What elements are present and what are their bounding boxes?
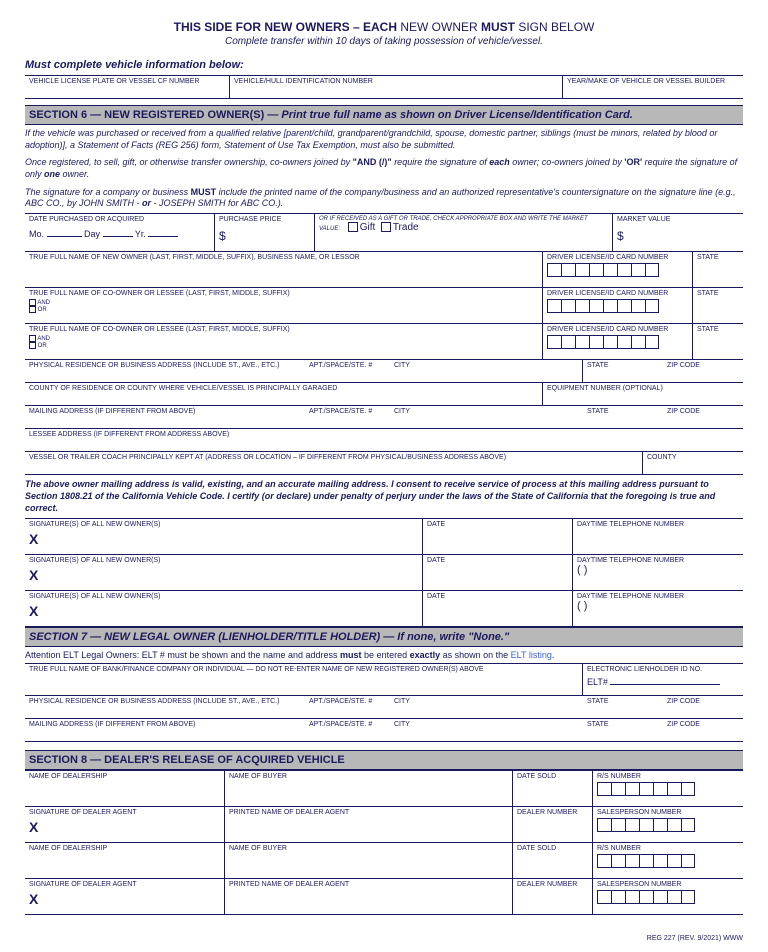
- phys-addr-field[interactable]: PHYSICAL RESIDENCE OR BUSINESS ADDRESS (…: [25, 360, 305, 382]
- mail-state-field[interactable]: STATE: [583, 406, 663, 428]
- dealer2-buyer-field[interactable]: NAME OF BUYER: [225, 843, 513, 878]
- section7-header: SECTION 7 — NEW LEGAL OWNER (LIENHOLDER/…: [25, 627, 743, 647]
- sec6-instr1: If the vehicle was purchased or received…: [25, 125, 743, 154]
- hull-field[interactable]: VEHICLE/HULL IDENTIFICATION NUMBER: [230, 76, 563, 98]
- section8-header: SECTION 8 — DEALER'S RELEASE OF ACQUIRED…: [25, 750, 743, 770]
- and-checkbox-2[interactable]: [29, 335, 36, 342]
- dealer2-sig-field[interactable]: SIGNATURE OF DEALER AGENTX: [25, 879, 225, 914]
- sec7-mail-field[interactable]: MAILING ADDRESS (IF DIFFERENT FROM ABOVE…: [25, 719, 305, 741]
- coowner2-state-field[interactable]: STATE: [693, 324, 743, 359]
- sec6-instr3: The signature for a company or business …: [25, 184, 743, 213]
- phys-state-field[interactable]: STATE: [583, 360, 663, 382]
- plate-field[interactable]: VEHICLE LICENSE PLATE OR VESSEL CF NUMBE…: [25, 76, 230, 98]
- sig2-field[interactable]: SIGNATURE(S) OF ALL NEW OWNER(S)X: [25, 555, 423, 590]
- mail-city-field[interactable]: CITY: [390, 406, 583, 428]
- title-left: THIS SIDE FOR NEW OWNERS – EACH: [174, 20, 397, 34]
- dealer1-rs-field[interactable]: R/S NUMBER: [593, 771, 743, 806]
- market-value-field[interactable]: MARKET VALUE $: [613, 214, 743, 251]
- section6-header: SECTION 6 — NEW REGISTERED OWNER(S) — Pr…: [25, 105, 743, 125]
- dealer1-printed-field[interactable]: PRINTED NAME OF DEALER AGENT: [225, 807, 513, 842]
- sec7-zip-field[interactable]: ZIP CODE: [663, 696, 743, 718]
- owner1-name-field[interactable]: TRUE FULL NAME OF NEW OWNER (LAST, FIRST…: [25, 252, 543, 287]
- dealer1-num-field[interactable]: DEALER NUMBER: [513, 807, 593, 842]
- phys-apt-field[interactable]: APT./SPACE/STE. #: [305, 360, 390, 382]
- dealer2-num-field[interactable]: DEALER NUMBER: [513, 879, 593, 914]
- mail-apt-field[interactable]: APT./SPACE/STE. #: [305, 406, 390, 428]
- sig1-field[interactable]: SIGNATURE(S) OF ALL NEW OWNER(S)X: [25, 519, 423, 554]
- trailer-county-field[interactable]: COUNTY: [643, 452, 743, 474]
- owner1-state-field[interactable]: STATE: [693, 252, 743, 287]
- dealer2-datesold-field[interactable]: DATE SOLD: [513, 843, 593, 878]
- dealer1-buyer-field[interactable]: NAME OF BUYER: [225, 771, 513, 806]
- date-acquired-field[interactable]: DATE PURCHASED OR ACQUIRED Mo. Day Yr.: [25, 214, 215, 251]
- sec7-mail-city-field[interactable]: CITY: [390, 719, 583, 741]
- mail-zip-field[interactable]: ZIP CODE: [663, 406, 743, 428]
- dealer1-sig-field[interactable]: SIGNATURE OF DEALER AGENTX: [25, 807, 225, 842]
- sig2-date-field[interactable]: DATE: [423, 555, 573, 590]
- sec7-mail-apt-field[interactable]: APT./SPACE/STE. #: [305, 719, 390, 741]
- form-footer: REG 227 (REV. 9/2021) WWW: [25, 935, 743, 942]
- sec7-city-field[interactable]: CITY: [390, 696, 583, 718]
- sig1-date-field[interactable]: DATE: [423, 519, 573, 554]
- or-checkbox-2[interactable]: [29, 342, 36, 349]
- page-title: THIS SIDE FOR NEW OWNERS – EACH NEW OWNE…: [25, 20, 743, 34]
- and-checkbox-1[interactable]: [29, 299, 36, 306]
- sig2-phone-field[interactable]: DAYTIME TELEPHONE NUMBER( ): [573, 555, 743, 590]
- bank-name-field[interactable]: TRUE FULL NAME OF BANK/FINANCE COMPANY O…: [25, 664, 583, 695]
- sec6-instr2: Once registered, to sell, gift, or other…: [25, 154, 743, 183]
- coowner1-field[interactable]: TRUE FULL NAME OF CO-OWNER OR LESSEE (LA…: [25, 288, 543, 323]
- lessee-addr-field[interactable]: LESSEE ADDRESS (IF DIFFERENT FROM ADDRES…: [25, 429, 743, 451]
- consent-text: The above owner mailing address is valid…: [25, 475, 743, 518]
- owner1-dl-field[interactable]: DRIVER LICENSE/ID CARD NUMBER: [543, 252, 693, 287]
- sec7-state-field[interactable]: STATE: [583, 696, 663, 718]
- trade-checkbox[interactable]: [381, 222, 391, 232]
- sig1-phone-field[interactable]: DAYTIME TELEPHONE NUMBER: [573, 519, 743, 554]
- coowner1-state-field[interactable]: STATE: [693, 288, 743, 323]
- sig3-phone-field[interactable]: DAYTIME TELEPHONE NUMBER( ): [573, 591, 743, 626]
- coowner1-dl-field[interactable]: DRIVER LICENSE/ID CARD NUMBER: [543, 288, 693, 323]
- dealer1-datesold-field[interactable]: DATE SOLD: [513, 771, 593, 806]
- gift-trade-field[interactable]: OR IF RECEIVED AS A GIFT OR TRADE, CHECK…: [315, 214, 613, 251]
- elt-field[interactable]: ELECTRONIC LIENHOLDER ID NO. ELT#: [583, 664, 743, 695]
- equipment-field[interactable]: EQUIPMENT NUMBER (OPTIONAL): [543, 383, 743, 405]
- header-subtitle: Complete transfer within 10 days of taki…: [25, 36, 743, 47]
- gift-checkbox[interactable]: [348, 222, 358, 232]
- dealer1-name-field[interactable]: NAME OF DEALERSHIP: [25, 771, 225, 806]
- title-right: SIGN BELOW: [515, 20, 594, 34]
- phys-zip-field[interactable]: ZIP CODE: [663, 360, 743, 382]
- coowner2-field[interactable]: TRUE FULL NAME OF CO-OWNER OR LESSEE (LA…: [25, 324, 543, 359]
- sec7-phys-field[interactable]: PHYSICAL RESIDENCE OR BUSINESS ADDRESS (…: [25, 696, 305, 718]
- sec7-mail-zip-field[interactable]: ZIP CODE: [663, 719, 743, 741]
- or-checkbox-1[interactable]: [29, 306, 36, 313]
- sec7-mail-state-field[interactable]: STATE: [583, 719, 663, 741]
- dealer2-sales-field[interactable]: SALESPERSON NUMBER: [593, 879, 743, 914]
- purchase-price-field[interactable]: PURCHASE PRICE $: [215, 214, 315, 251]
- sig3-field[interactable]: SIGNATURE(S) OF ALL NEW OWNER(S)X: [25, 591, 423, 626]
- dealer2-name-field[interactable]: NAME OF DEALERSHIP: [25, 843, 225, 878]
- title-must: MUST: [481, 20, 515, 34]
- dealer1-sales-field[interactable]: SALESPERSON NUMBER: [593, 807, 743, 842]
- sec7-apt-field[interactable]: APT./SPACE/STE. #: [305, 696, 390, 718]
- dealer2-rs-field[interactable]: R/S NUMBER: [593, 843, 743, 878]
- yearmake-field[interactable]: YEAR/MAKE OF VEHICLE OR VESSEL BUILDER: [563, 76, 743, 98]
- county-field[interactable]: COUNTY OF RESIDENCE OR COUNTY WHERE VEHI…: [25, 383, 543, 405]
- sig3-date-field[interactable]: DATE: [423, 591, 573, 626]
- vehicle-info-prompt: Must complete vehicle information below:: [25, 59, 743, 71]
- elt-warning: Attention ELT Legal Owners: ELT # must b…: [25, 647, 743, 663]
- dealer2-printed-field[interactable]: PRINTED NAME OF DEALER AGENT: [225, 879, 513, 914]
- phys-city-field[interactable]: CITY: [390, 360, 583, 382]
- coowner2-dl-field[interactable]: DRIVER LICENSE/ID CARD NUMBER: [543, 324, 693, 359]
- mail-addr-field[interactable]: MAILING ADDRESS (IF DIFFERENT FROM ABOVE…: [25, 406, 305, 428]
- title-mid: NEW OWNER: [397, 20, 481, 34]
- trailer-addr-field[interactable]: VESSEL OR TRAILER COACH PRINCIPALLY KEPT…: [25, 452, 643, 474]
